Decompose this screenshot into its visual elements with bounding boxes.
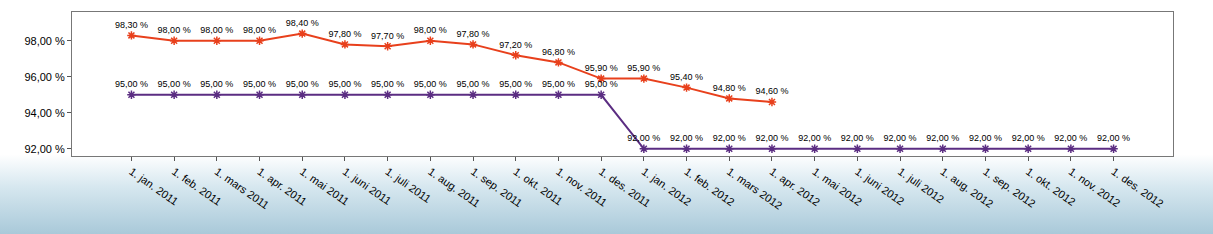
svg-text:95,00 %: 95,00 % (328, 79, 361, 89)
svg-text:95,00 %: 95,00 % (286, 79, 319, 89)
svg-text:1. aug. 2011: 1. aug. 2011 (426, 165, 482, 209)
svg-text:1. juni 2012: 1. juni 2012 (853, 165, 906, 207)
svg-text:94,00 %: 94,00 % (24, 107, 65, 119)
svg-text:1. nov. 2011: 1. nov. 2011 (554, 165, 609, 209)
svg-text:92,00 %: 92,00 % (24, 143, 65, 155)
svg-text:92,00 %: 92,00 % (1054, 133, 1087, 143)
svg-text:95,00 %: 95,00 % (499, 79, 532, 89)
svg-text:92,00 %: 92,00 % (627, 133, 660, 143)
svg-text:1. apr. 2012: 1. apr. 2012 (768, 165, 822, 208)
svg-text:97,80 %: 97,80 % (457, 29, 490, 39)
svg-text:1. feb. 2012: 1. feb. 2012 (682, 165, 736, 208)
svg-text:95,00 %: 95,00 % (158, 79, 191, 89)
svg-text:1. feb. 2011: 1. feb. 2011 (170, 165, 224, 208)
svg-text:92,00 %: 92,00 % (1012, 133, 1045, 143)
svg-text:98,40 %: 98,40 % (286, 18, 319, 28)
svg-text:1. des. 2011: 1. des. 2011 (597, 165, 653, 209)
svg-text:92,00 %: 92,00 % (798, 133, 831, 143)
svg-text:1. juli 2012: 1. juli 2012 (896, 165, 946, 205)
svg-text:97,80 %: 97,80 % (328, 29, 361, 39)
svg-text:1. sep. 2011: 1. sep. 2011 (469, 165, 525, 209)
svg-text:1. juni 2011: 1. juni 2011 (341, 165, 394, 207)
svg-text:95,00 %: 95,00 % (542, 79, 575, 89)
svg-text:1. mars 2012: 1. mars 2012 (725, 165, 784, 212)
svg-text:1. jan. 2012: 1. jan. 2012 (640, 165, 694, 208)
svg-text:98,00 %: 98,00 % (243, 25, 276, 35)
svg-text:1. sep. 2012: 1. sep. 2012 (981, 165, 1037, 210)
svg-text:1. aug. 2012: 1. aug. 2012 (938, 165, 995, 210)
svg-text:96,80 %: 96,80 % (542, 47, 575, 57)
svg-text:98,30 %: 98,30 % (115, 20, 148, 30)
svg-text:1. mai 2011: 1. mai 2011 (298, 165, 351, 207)
svg-text:92,00 %: 92,00 % (969, 133, 1002, 143)
svg-text:98,00 %: 98,00 % (200, 25, 233, 35)
svg-text:94,80 %: 94,80 % (713, 83, 746, 93)
svg-text:98,00 %: 98,00 % (414, 25, 447, 35)
svg-text:94,60 %: 94,60 % (755, 86, 788, 96)
svg-text:97,20 %: 97,20 % (499, 40, 532, 50)
svg-text:98,00 %: 98,00 % (158, 25, 191, 35)
svg-text:92,00 %: 92,00 % (713, 133, 746, 143)
svg-text:1. mai 2012: 1. mai 2012 (810, 165, 864, 208)
svg-text:92,00 %: 92,00 % (926, 133, 959, 143)
svg-text:95,00 %: 95,00 % (115, 79, 148, 89)
svg-text:92,00 %: 92,00 % (884, 133, 917, 143)
svg-text:95,00 %: 95,00 % (200, 79, 233, 89)
svg-text:95,40 %: 95,40 % (670, 72, 703, 82)
svg-text:95,00 %: 95,00 % (371, 79, 404, 89)
svg-text:1. jan. 2011: 1. jan. 2011 (127, 165, 180, 207)
svg-text:1. nov. 2012: 1. nov. 2012 (1067, 165, 1123, 209)
svg-text:95,00 %: 95,00 % (585, 79, 618, 89)
svg-text:1. mars 2011: 1. mars 2011 (213, 165, 272, 211)
svg-text:95,00 %: 95,00 % (457, 79, 490, 89)
svg-text:98,00 %: 98,00 % (24, 35, 65, 47)
svg-text:95,90 %: 95,90 % (585, 63, 618, 73)
svg-text:1. okt. 2011: 1. okt. 2011 (511, 165, 564, 207)
svg-text:95,00 %: 95,00 % (243, 79, 276, 89)
svg-text:92,00 %: 92,00 % (841, 133, 874, 143)
svg-text:95,90 %: 95,90 % (627, 63, 660, 73)
svg-text:1. apr. 2011: 1. apr. 2011 (255, 165, 309, 208)
svg-text:95,00 %: 95,00 % (414, 79, 447, 89)
svg-text:92,00 %: 92,00 % (755, 133, 788, 143)
svg-text:96,00 %: 96,00 % (24, 71, 65, 83)
svg-text:1. juli 2011: 1. juli 2011 (383, 165, 433, 205)
svg-text:92,00 %: 92,00 % (1097, 133, 1130, 143)
svg-text:92,00 %: 92,00 % (670, 133, 703, 143)
svg-text:1. des. 2012: 1. des. 2012 (1109, 165, 1165, 210)
svg-text:97,70 %: 97,70 % (371, 31, 404, 41)
svg-text:1. okt. 2012: 1. okt. 2012 (1024, 165, 1078, 208)
